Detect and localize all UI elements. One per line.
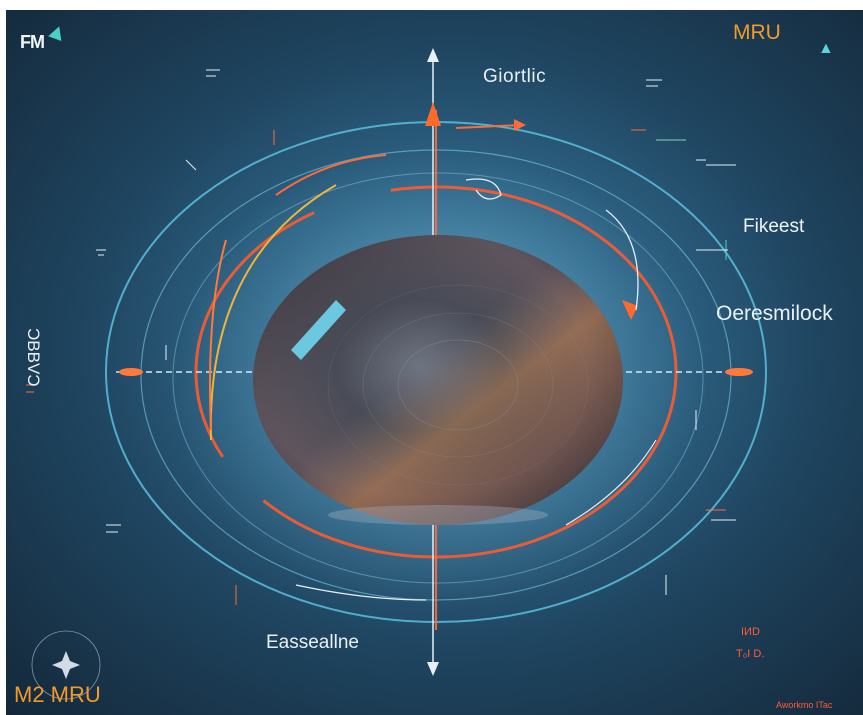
- orbit-arrow-bottom-icon: [295, 584, 427, 601]
- sphere-rim-glow: [328, 505, 548, 525]
- orange-arrow-up-icon: [425, 102, 441, 126]
- label-left-vertical: ϽBBVϽ: [24, 328, 43, 387]
- top-left-brand: FM: [20, 32, 45, 52]
- sphere-groove-2: [362, 312, 554, 458]
- sphere-highlight: [291, 300, 346, 360]
- arrowhead-icon: [514, 119, 526, 131]
- orbit-arrow-right-icon: [605, 209, 639, 311]
- axis-arrow-up-icon: [427, 48, 439, 62]
- curl-arrow-icon: [465, 178, 502, 200]
- bottom-left-brand: M2 MRU: [14, 682, 101, 707]
- axis-left-marker: [119, 368, 143, 376]
- orbit-arrow-lower-right-icon: [565, 439, 657, 526]
- axis-right-marker: [725, 368, 753, 376]
- orbit-arrow-top-right-icon: [455, 124, 522, 129]
- label-right-middle: Oeresmilock: [716, 302, 833, 325]
- sphere-groove-1: [397, 339, 519, 431]
- footer-text: Aworkmo ITac: [776, 700, 833, 710]
- sparkle-watermark-icon: [31, 630, 101, 700]
- arrowhead-right-icon: [622, 300, 638, 320]
- bottom-right-small-text-1: IИD: [741, 626, 760, 638]
- triangle-mark-icon: ▲: [818, 40, 834, 57]
- axis-arrow-down-icon: [427, 662, 439, 676]
- bottom-right-small-text-2: T₀I D.: [736, 648, 765, 660]
- top-right-brand: MRU: [733, 21, 781, 44]
- orbit-arrow-left-icon: [209, 239, 227, 431]
- orbit-ring-3: [172, 172, 704, 584]
- orbit-arc-yellow: [209, 184, 337, 441]
- annotation-marks: [26, 69, 736, 605]
- orbital-diagram: [26, 48, 767, 700]
- label-top: Giortlic: [483, 66, 547, 87]
- artwork-frame: FM MRU ▲ Giortlic Fikeest Oeresmilock ϽB…: [6, 10, 863, 715]
- sphere-shine: [253, 235, 623, 525]
- label-right-upper: Fikeest: [743, 216, 805, 237]
- orbit-arrow-upper-left-icon: [275, 154, 387, 196]
- sphere-groove-3: [327, 284, 589, 486]
- label-bottom: Easseallne: [266, 632, 359, 653]
